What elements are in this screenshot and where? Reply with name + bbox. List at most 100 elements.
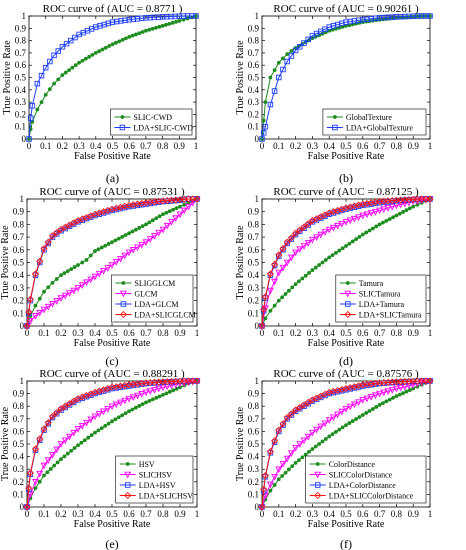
data-point: [47, 87, 52, 92]
legend-entry: SLIC-CWD: [114, 113, 172, 122]
x-tick-label: 0.9: [408, 328, 420, 338]
roc-panel: 0 0.1 0.2 0.3 0.4 0.5 0.6 0.7 0.8 0.9 100.10.20.30…: [235, 3, 433, 185]
x-tick-label: 0.6: [123, 509, 135, 519]
data-point: [178, 204, 182, 209]
x-tick-label: 0.4: [324, 509, 336, 519]
data-point: [69, 267, 74, 272]
legend-entry: LDA+SLICTamura: [339, 311, 422, 320]
y-tick-label: 1: [20, 376, 25, 386]
data-point: [56, 77, 61, 82]
data-point: [174, 206, 179, 211]
data-point: [32, 479, 39, 486]
data-point: [103, 423, 108, 428]
legend-box: [322, 108, 427, 136]
data-point: [262, 123, 269, 130]
data-point: [140, 402, 145, 407]
data-point: [284, 240, 290, 247]
data-point: [104, 405, 112, 413]
legend-entry: LDA+GlobalTexture: [326, 124, 413, 133]
legend-marker: [124, 482, 131, 488]
x-tick-label: 0.4: [324, 328, 336, 338]
data-point: [261, 118, 266, 123]
data-point: [110, 42, 115, 47]
x-tick-label: 0: [25, 328, 30, 338]
data-point: [104, 265, 112, 272]
data-point: [347, 241, 352, 246]
data-point: [284, 416, 290, 422]
data-point: [52, 463, 57, 468]
data-point: [307, 271, 311, 275]
data-point: [120, 413, 125, 418]
data-point: [150, 218, 155, 223]
x-tick-label: 0.2: [290, 509, 301, 519]
data-point: [374, 405, 379, 409]
y-tick-label: 0.1: [13, 489, 24, 499]
data-point: [123, 411, 128, 416]
data-point: [113, 238, 118, 243]
y-tick-label: 0.4: [13, 270, 25, 280]
data-point: [140, 30, 145, 34]
y-tick-label: 0.8: [248, 36, 260, 46]
data-point: [164, 22, 168, 27]
x-tick-label: 0: [260, 509, 265, 519]
data-point: [271, 474, 279, 481]
data-point: [107, 44, 112, 48]
data-point: [292, 445, 300, 452]
data-point: [125, 249, 133, 257]
y-axis-label: True Positive Rate: [0, 406, 11, 481]
data-point: [40, 425, 48, 433]
legend-label: SLIC-CWD: [133, 113, 172, 122]
x-tick-label: 0.4: [89, 509, 101, 519]
data-point: [45, 470, 50, 475]
data-point: [310, 268, 315, 273]
x-tick-label: 0.7: [374, 141, 386, 151]
data-point: [57, 225, 65, 234]
legend-entry: GLCM: [115, 290, 158, 299]
data-point: [268, 488, 273, 493]
legend-marker: [345, 281, 350, 285]
x-tick-label: 0.3: [72, 328, 84, 338]
x-tick-label: 0.3: [307, 328, 319, 338]
data-point: [54, 411, 60, 417]
series-glcm: [23, 196, 201, 330]
data-point: [367, 210, 375, 217]
x-tick-label: 0.4: [90, 141, 102, 151]
data-point: [276, 74, 282, 81]
legend-marker: [121, 281, 126, 285]
data-point: [275, 251, 283, 259]
x-axis-label: False Positive Rate: [308, 338, 385, 349]
data-point: [57, 405, 65, 413]
x-tick-label: 0.8: [157, 509, 169, 519]
data-point: [317, 442, 322, 446]
data-point: [123, 233, 128, 237]
data-point: [344, 244, 348, 248]
data-point: [411, 204, 416, 209]
legend-marker: [314, 471, 322, 479]
data-point: [313, 234, 321, 241]
y-tick-label: 0.1: [13, 308, 24, 318]
y-tick-label: 0.2: [13, 477, 24, 487]
data-point: [271, 278, 279, 286]
data-point: [73, 63, 78, 68]
data-point: [276, 428, 282, 435]
legend-marker: [332, 115, 337, 119]
x-axis-label: False Positive Rate: [308, 519, 385, 530]
data-point: [404, 208, 409, 213]
data-point: [157, 394, 162, 399]
data-point: [134, 244, 141, 252]
data-point: [426, 195, 434, 203]
data-point: [308, 429, 316, 437]
data-point: [337, 248, 342, 253]
data-point: [193, 195, 201, 203]
data-point: [157, 214, 162, 219]
data-point: [48, 467, 53, 471]
legend-label: LDA+Tamura: [359, 300, 405, 309]
data-point: [70, 397, 78, 405]
data-point: [283, 470, 288, 475]
legend-entry: LDA+SLICGLCM: [115, 311, 196, 320]
y-tick-label: 0.7: [15, 48, 27, 58]
data-point: [275, 466, 283, 474]
data-point: [129, 247, 137, 254]
